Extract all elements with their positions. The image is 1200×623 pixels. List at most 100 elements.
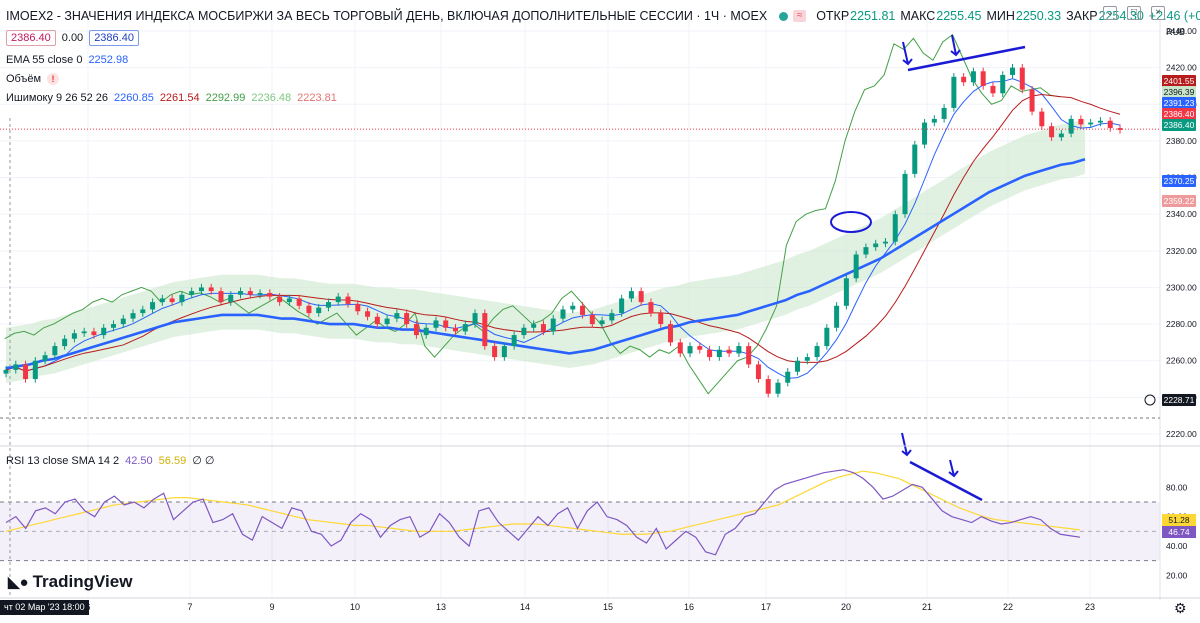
candle-body (189, 291, 195, 295)
candle-body (1107, 120, 1113, 129)
rsi-label-text: 51.28 (1168, 515, 1190, 525)
rsi-legend[interactable]: RSI 13 close SMA 14 2 42.50 56.59 ∅ ∅ (6, 454, 215, 468)
candle-body (540, 324, 546, 332)
candle-body (951, 76, 957, 108)
price-label-text: 2401.55 (1164, 76, 1195, 86)
candle-body (453, 327, 459, 332)
candle-body (599, 320, 605, 325)
candle-body (228, 294, 234, 303)
warning-icon[interactable]: ! (47, 73, 60, 85)
bid-ask-legend: 2386.40 0.00 2386.40 (6, 30, 139, 46)
gear-icon[interactable]: ⚙ (1174, 600, 1187, 616)
ichimoku-label: Ишимоку 9 26 52 26 (6, 92, 109, 104)
candle-body (120, 318, 126, 325)
candle-body (355, 303, 361, 312)
high-label: МАКС (900, 9, 936, 23)
candle-body (980, 71, 986, 86)
candle-body (707, 349, 713, 358)
maximize-icon[interactable]: □ (1127, 6, 1141, 20)
rsi-value: 42.50 (125, 454, 153, 467)
candle-body (882, 241, 888, 244)
rsi-tick-label: 80.00 (1166, 482, 1188, 492)
x-tick-label: 17 (761, 602, 771, 612)
tradingview-logo[interactable]: ◣● TradingView (8, 572, 132, 592)
rsi-extra: ∅ ∅ (192, 455, 215, 467)
candle-body (687, 346, 693, 354)
candle-body (1078, 118, 1084, 125)
candle-body (648, 302, 654, 314)
ema-label: EMA 55 close 0 (6, 54, 83, 66)
price-label-text: 2228.71 (1164, 395, 1195, 405)
candle-body (159, 298, 165, 303)
volume-legend[interactable]: Объём ! (6, 73, 60, 85)
rsi-tick-label: 20.00 (1166, 570, 1188, 580)
candle-body (912, 144, 918, 174)
candle-body (42, 355, 48, 361)
candle-body (570, 305, 576, 310)
candle-body (413, 324, 419, 336)
candle-body (1000, 74, 1006, 94)
x-tick-label: 13 (436, 602, 446, 612)
price-label-box (1162, 108, 1196, 120)
ichimoku-tenkan-value: 2260.85 (114, 92, 154, 104)
rsi-label-box (1162, 526, 1196, 538)
symbol-title[interactable]: IMOEX2 - ЗНАЧЕНИЯ ИНДЕКСА МОСБИРЖИ ЗА ВЕ… (6, 9, 768, 23)
high-value: 2255.45 (936, 9, 982, 23)
candle-body (902, 173, 908, 215)
chevron-down-icon[interactable]: ⌄ (1103, 6, 1117, 20)
candle-body (726, 349, 732, 354)
candle-body (697, 346, 703, 350)
y-tick-label: 2440.00 (1166, 26, 1197, 36)
candle-body (345, 296, 351, 304)
candle-body (501, 346, 507, 358)
candle-body (863, 247, 869, 255)
candle-body (71, 333, 77, 339)
candle-body (101, 327, 107, 336)
candle-body (560, 309, 566, 319)
candle-body (140, 309, 146, 314)
candle-body (179, 294, 185, 303)
volume-label: Объём (6, 73, 42, 85)
candle-body (765, 379, 771, 394)
candle-body (52, 346, 58, 356)
bid-box[interactable]: 2386.40 (6, 30, 56, 46)
candle-body (286, 298, 292, 303)
candle-body (394, 313, 400, 319)
y-tick-label: 2420.00 (1166, 63, 1197, 73)
price-label-text: 2370.25 (1164, 176, 1195, 186)
arrow-annotation (948, 459, 959, 478)
x-tick-label: 21 (922, 602, 932, 612)
price-label-text: 2396.39 (1164, 87, 1195, 97)
candle-body (1010, 67, 1016, 75)
chart-header: IMOEX2 - ЗНАЧЕНИЯ ИНДЕКСА МОСБИРЖИ ЗА ВЕ… (6, 6, 1200, 26)
close-icon[interactable]: × (1151, 6, 1165, 20)
x-tick-label: 15 (603, 602, 613, 612)
y-tick-label: 2260.00 (1166, 356, 1197, 366)
spread-value: 0.00 (61, 32, 84, 44)
x-tick-label: 14 (520, 602, 530, 612)
price-label-box (1162, 75, 1196, 87)
ask-box[interactable]: 2386.40 (89, 30, 139, 46)
x-tick-label: 9 (269, 602, 274, 612)
wave-icon[interactable]: ≈ (793, 10, 807, 22)
ichimoku-legend[interactable]: Ишимоку 9 26 52 26 2260.85 2261.54 2292.… (6, 92, 337, 104)
trendline-price (907, 45, 1026, 72)
candle-body (23, 364, 29, 380)
crosshair-plus-icon (1144, 394, 1156, 406)
candle-body (609, 313, 615, 321)
candle-body (198, 287, 204, 292)
candle-body (667, 324, 673, 343)
candle-body (1058, 133, 1064, 138)
candle-body (462, 324, 468, 332)
price-label-box (1162, 97, 1196, 109)
x-tick-label: 23 (1085, 602, 1095, 612)
x-tick-label: 10 (350, 602, 360, 612)
candle-body (325, 302, 331, 308)
ema-legend[interactable]: EMA 55 close 0 2252.98 (6, 54, 128, 66)
candle-body (511, 335, 517, 347)
ema-value: 2252.98 (88, 54, 129, 66)
candle-body (1068, 118, 1074, 134)
candle-body (3, 369, 9, 374)
candle-body (990, 85, 996, 94)
